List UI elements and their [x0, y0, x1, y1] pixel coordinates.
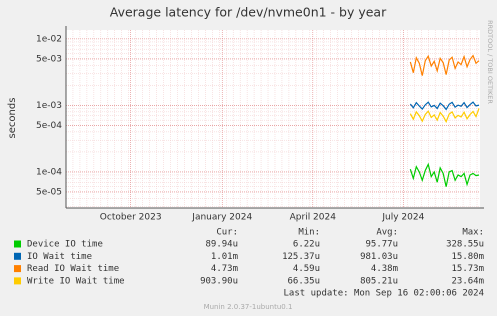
legend-stat: 805.21u: [360, 276, 398, 286]
legend-swatch: [14, 252, 21, 260]
y-tick-label: 1e-02: [36, 34, 62, 44]
x-tick-label: July 2024: [381, 213, 424, 223]
legend-stat: 15.80m: [451, 252, 484, 262]
legend-stat: 15.73m: [451, 264, 484, 274]
legend-stat: 981.03u: [360, 252, 398, 262]
legend-stat: 125.37u: [282, 252, 320, 262]
legend-stat: 89.94u: [205, 240, 238, 250]
legend-stat: 4.38m: [371, 264, 398, 274]
series-line: [409, 54, 480, 76]
y-tick-label: 5e-05: [36, 187, 62, 197]
series-line: [409, 162, 480, 187]
legend-stat: 4.59u: [293, 264, 320, 274]
legend-column-header: Min:: [298, 228, 320, 238]
series-line: [409, 101, 480, 111]
legend-swatch: [14, 265, 21, 273]
legend-label: IO Wait time: [27, 252, 92, 262]
legend-stat: 4.73m: [211, 264, 238, 274]
footer: Munin 2.0.37-1ubuntu0.1: [204, 303, 293, 311]
legend-stat: 66.35u: [287, 276, 320, 286]
legend-stat: 903.90u: [200, 276, 238, 286]
x-tick-label: January 2024: [191, 213, 252, 223]
y-tick-label: 1e-04: [36, 167, 62, 177]
legend-stat: 23.64m: [451, 276, 484, 286]
legend-column-header: Avg:: [376, 228, 398, 238]
plot-area: [66, 30, 480, 208]
legend-stat: 1.01m: [211, 252, 238, 262]
legend-stat: 6.22u: [293, 240, 320, 250]
x-tick-label: October 2023: [100, 213, 162, 223]
y-tick-label: 5e-04: [36, 121, 62, 131]
y-tick-label: 5e-03: [36, 54, 62, 64]
x-tick-label: April 2024: [290, 213, 337, 223]
last-update: Last update: Mon Sep 16 02:00:06 2024: [284, 289, 484, 299]
chart-title: Average latency for /dev/nvme0n1 - by ye…: [110, 5, 387, 20]
series-line: [409, 108, 480, 124]
side-text: RRDTOOL / TOBI OETIKER: [486, 20, 494, 104]
legend-swatch: [14, 240, 21, 248]
y-tick-label: 1e-03: [36, 101, 62, 111]
legend-label: Device IO time: [27, 240, 103, 250]
legend-swatch: [14, 277, 21, 285]
legend-stat: 95.77u: [365, 240, 398, 250]
legend-column-header: Cur:: [216, 228, 238, 238]
legend-label: Write IO Wait time: [27, 276, 125, 286]
legend-stat: 328.55u: [446, 240, 484, 250]
y-axis-label: seconds: [7, 98, 18, 139]
legend-column-header: Max:: [462, 228, 484, 238]
legend-label: Read IO Wait time: [27, 264, 119, 274]
